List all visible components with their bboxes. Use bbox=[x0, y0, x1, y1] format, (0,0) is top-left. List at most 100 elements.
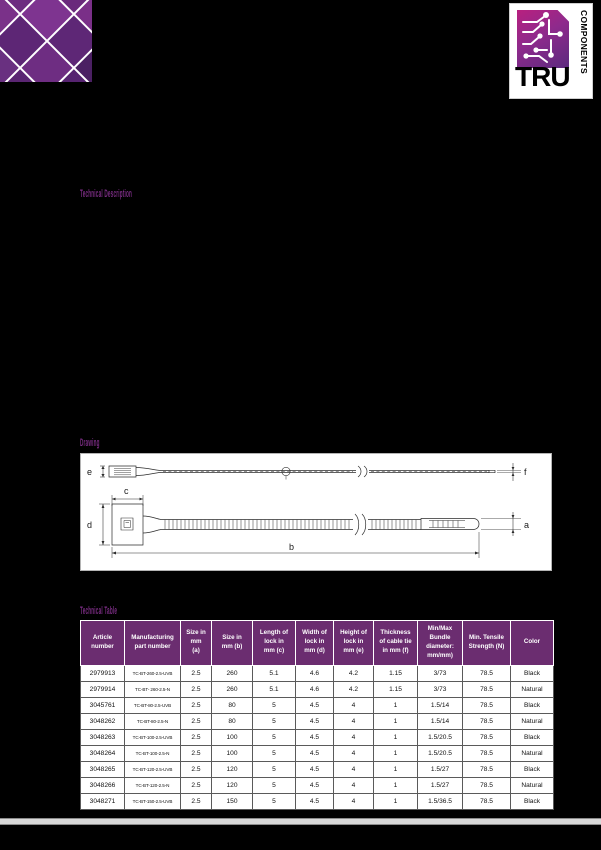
cell-article-number: 3048262 bbox=[80, 712, 125, 730]
cell-thickness: 1 bbox=[373, 792, 418, 810]
hdr-line: mm (e) bbox=[343, 647, 364, 655]
cell-color: Natural bbox=[510, 680, 554, 698]
cell-tensile-strength: 78.5 bbox=[462, 728, 511, 746]
hdr-line: Manufacturing bbox=[131, 633, 174, 641]
table-row: 3045761 TC-BT-80-2.5-UVB 2.5 80 5 4.5 4 … bbox=[80, 696, 554, 714]
hdr-line: Height of bbox=[340, 629, 367, 637]
hdr-line: Bundle bbox=[429, 633, 451, 641]
cell-height-lock: 4 bbox=[333, 776, 374, 794]
hdr-line: Size in bbox=[222, 633, 242, 641]
cell-height-lock: 4 bbox=[333, 728, 374, 746]
hdr-line: Min/Max bbox=[427, 625, 453, 632]
hdr-line: mm/mm) bbox=[427, 651, 453, 659]
cell-color: Natural bbox=[510, 712, 554, 730]
cell-height-lock: 4 bbox=[333, 792, 374, 810]
cell-color: Natural bbox=[510, 776, 554, 794]
cell-size-a: 2.5 bbox=[180, 696, 212, 714]
cell-part-number: TC-BT-120-2.5-N bbox=[124, 776, 181, 794]
cell-thickness: 1 bbox=[373, 728, 418, 746]
cell-size-a: 2.5 bbox=[180, 680, 212, 698]
cell-width-lock: 4.5 bbox=[295, 696, 334, 714]
cell-article-number: 2979913 bbox=[80, 664, 125, 682]
table-row: 3048271 TC-BT-150-2.5-UVB 2.5 150 5 4.5 … bbox=[80, 792, 554, 810]
cell-width-lock: 4.5 bbox=[295, 776, 334, 794]
cell-part-number: TC-BT-80-2.5-UVB bbox=[124, 696, 181, 714]
hdr-line: lock in bbox=[264, 638, 284, 646]
circuit-board-icon bbox=[522, 12, 563, 63]
cell-size-a: 2.5 bbox=[180, 712, 212, 730]
cell-length-lock: 5 bbox=[252, 776, 296, 794]
cell-width-lock: 4.5 bbox=[295, 760, 334, 778]
cable-tie-drawing: e c d b f a bbox=[87, 463, 529, 558]
cell-tensile-strength: 78.5 bbox=[462, 744, 511, 762]
hdr-line: Strength (N) bbox=[468, 642, 505, 650]
cell-part-number: TC-BT- 260-2.5-N bbox=[124, 680, 181, 698]
cell-size-b: 80 bbox=[211, 712, 253, 730]
table-row: 3048265 TC-BT-120-2.5-UVB 2.5 120 5 4.5 … bbox=[80, 760, 554, 778]
hdr-line: of cable tie bbox=[379, 638, 412, 646]
hdr-line: part number bbox=[134, 642, 171, 650]
cell-size-a: 2.5 bbox=[180, 728, 212, 746]
hdr-line: lock in bbox=[343, 638, 364, 646]
col-header-length-of-lock: Length of lock in mm (c) bbox=[252, 620, 296, 666]
col-header-size-a: Size in mm (a) bbox=[180, 620, 212, 666]
cell-length-lock: 5 bbox=[252, 760, 296, 778]
cell-size-b: 120 bbox=[211, 776, 253, 794]
cell-thickness: 1.15 bbox=[373, 664, 418, 682]
col-header-size-b: Size in mm (b) bbox=[211, 620, 253, 666]
heading-technical-table: Technical Table bbox=[80, 605, 118, 617]
cell-size-b: 150 bbox=[211, 792, 253, 810]
table-body: 2979913 TC-BT-260-2.5-UVB 2.5 260 5.1 4.… bbox=[80, 664, 554, 810]
cell-size-b: 120 bbox=[211, 760, 253, 778]
cell-article-number: 3048263 bbox=[80, 728, 125, 746]
col-header-tensile-strength: Min. Tensile Strength (N) bbox=[462, 620, 511, 666]
hdr-line: Width of bbox=[302, 629, 327, 637]
cell-length-lock: 5 bbox=[252, 696, 296, 714]
hdr-line: Color bbox=[523, 638, 541, 646]
table-header-row: Article number Manufacturing part number… bbox=[80, 620, 554, 666]
cell-color: Black bbox=[510, 760, 554, 778]
cell-thickness: 1 bbox=[373, 712, 418, 730]
cell-size-a: 2.5 bbox=[180, 744, 212, 762]
cell-bundle-diameter: 1.5/20.5 bbox=[417, 728, 463, 746]
hdr-line: mm bbox=[190, 638, 202, 646]
hdr-line: diameter: bbox=[426, 642, 454, 650]
cell-part-number: TC-BT-100-2.5-N bbox=[124, 744, 181, 762]
table-row: 3048264 TC-BT-100-2.5-N 2.5 100 5 4.5 4 … bbox=[80, 744, 554, 762]
cell-size-b: 80 bbox=[211, 696, 253, 714]
col-header-manufacturing-part-number: Manufacturing part number bbox=[124, 620, 181, 666]
cell-height-lock: 4 bbox=[333, 744, 374, 762]
hdr-line: Size in bbox=[186, 629, 206, 637]
hdr-line: mm (b) bbox=[221, 642, 243, 650]
cell-length-lock: 5 bbox=[252, 712, 296, 730]
cell-height-lock: 4 bbox=[333, 760, 374, 778]
cell-length-lock: 5.1 bbox=[252, 664, 296, 682]
hdr-line: Min. Tensile bbox=[469, 633, 504, 641]
cell-color: Black bbox=[510, 664, 554, 682]
technical-table-container: Article number Manufacturing part number… bbox=[80, 620, 554, 810]
cell-size-b: 100 bbox=[211, 744, 253, 762]
cell-part-number: TC-BT-80-2.5-N bbox=[124, 712, 181, 730]
dimension-label-d: d bbox=[87, 520, 92, 530]
table-row: 3048263 TC-BT-100-2.5-UVB 2.5 100 5 4.5 … bbox=[80, 728, 554, 746]
col-header-bundle-diameter: Min/Max Bundle diameter: mm/mm) bbox=[417, 620, 463, 666]
hdr-line: Length of bbox=[259, 629, 289, 637]
cell-thickness: 1 bbox=[373, 744, 418, 762]
cell-length-lock: 5 bbox=[252, 728, 296, 746]
dimension-label-c: c bbox=[124, 486, 129, 496]
cell-tensile-strength: 78.5 bbox=[462, 680, 511, 698]
cell-article-number: 3045761 bbox=[80, 696, 125, 714]
cell-length-lock: 5 bbox=[252, 792, 296, 810]
cell-article-number: 3048271 bbox=[80, 792, 125, 810]
hdr-line: mm (d) bbox=[304, 647, 325, 655]
logo-brand-name: TRU bbox=[515, 61, 571, 92]
cell-height-lock: 4 bbox=[333, 712, 374, 730]
cell-tensile-strength: 78.5 bbox=[462, 760, 511, 778]
technical-drawing-panel: e c d b f a bbox=[80, 453, 552, 571]
cell-color: Black bbox=[510, 728, 554, 746]
cell-width-lock: 4.5 bbox=[295, 744, 334, 762]
header-diamond-graphic bbox=[0, 0, 92, 82]
cell-thickness: 1 bbox=[373, 696, 418, 714]
cell-bundle-diameter: 1.5/36.5 bbox=[417, 792, 463, 810]
cell-bundle-diameter: 1.5/27 bbox=[417, 760, 463, 778]
